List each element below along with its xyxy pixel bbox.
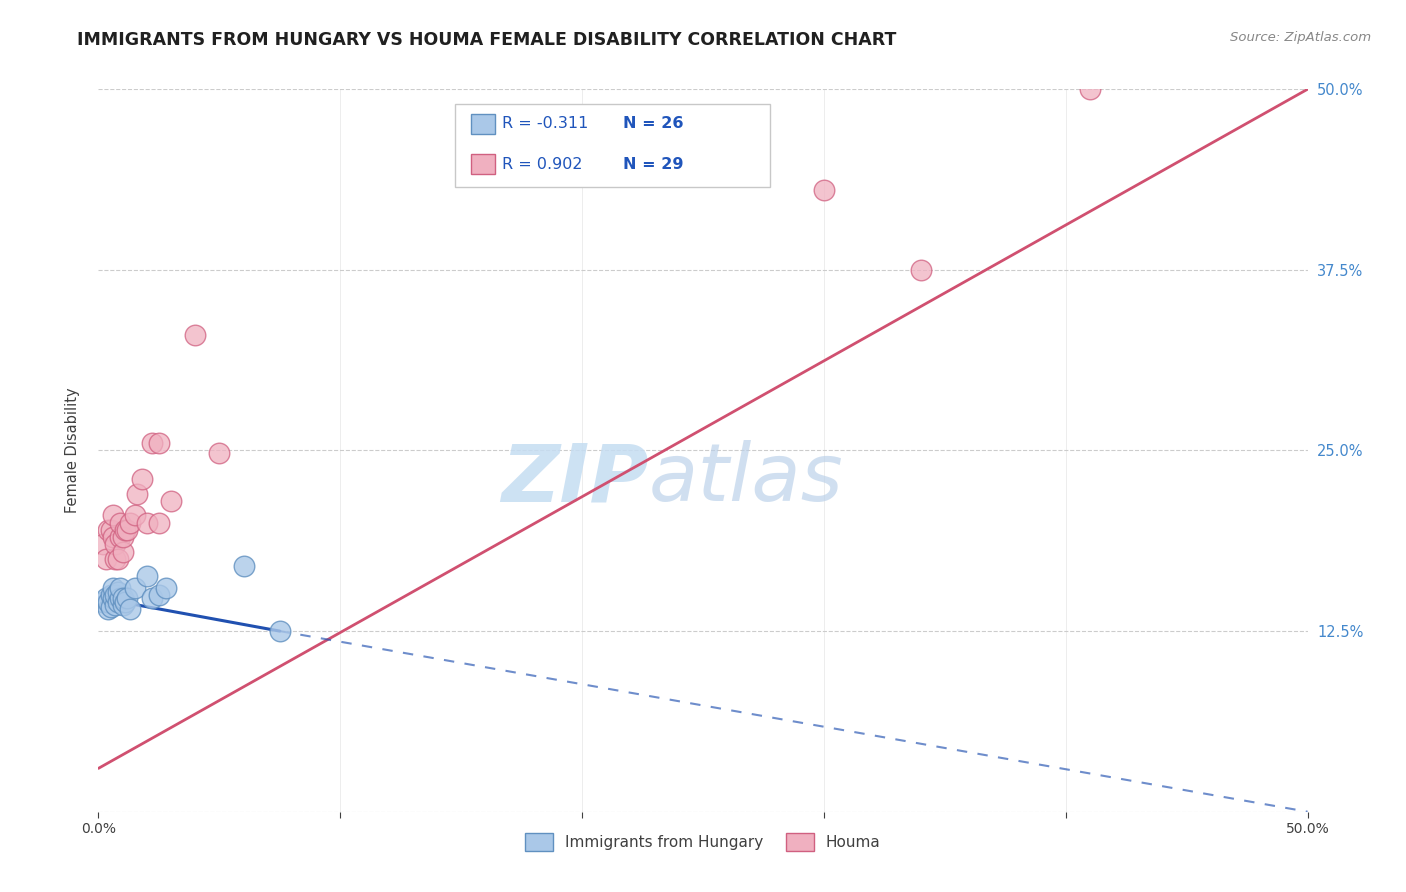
Point [184, 327, 207, 342]
Point [101, 530, 124, 544]
Point [108, 591, 131, 605]
Text: R = -0.311: R = -0.311 [502, 116, 589, 131]
Point [114, 595, 136, 609]
Point [813, 183, 835, 197]
Point [269, 624, 291, 639]
Point [107, 585, 129, 599]
Text: ZIP: ZIP [501, 441, 648, 518]
Point [148, 588, 170, 602]
Point [124, 581, 146, 595]
Point [124, 508, 146, 523]
Text: Source: ZipAtlas.com: Source: ZipAtlas.com [1230, 31, 1371, 45]
Legend: Immigrants from Hungary, Houma: Immigrants from Hungary, Houma [517, 825, 889, 858]
Point [135, 569, 157, 583]
Text: atlas: atlas [648, 441, 844, 518]
Y-axis label: Female Disability: Female Disability [65, 388, 80, 513]
Point [131, 472, 153, 486]
Point [101, 591, 124, 605]
Point [97, 595, 120, 609]
Point [910, 262, 932, 277]
Point [97, 602, 120, 616]
Point [135, 516, 157, 530]
Point [94, 591, 117, 605]
Point [117, 523, 139, 537]
Point [108, 581, 131, 595]
Point [111, 530, 134, 544]
Point [148, 436, 170, 450]
Point [232, 559, 254, 574]
Point [91, 595, 114, 609]
Point [117, 591, 139, 605]
Point [111, 544, 134, 558]
Point [97, 523, 120, 537]
Point [141, 591, 163, 605]
Point [100, 523, 122, 537]
Point [100, 599, 122, 614]
Point [108, 516, 131, 530]
Point [118, 602, 141, 616]
Point [94, 551, 117, 566]
Point [118, 516, 141, 530]
Point [104, 537, 127, 551]
Point [141, 436, 163, 450]
Point [100, 588, 122, 602]
Bar [471, 154, 495, 175]
Text: N = 29: N = 29 [623, 157, 683, 172]
Point [107, 595, 129, 609]
FancyBboxPatch shape [456, 103, 769, 186]
Point [108, 530, 131, 544]
Point [104, 588, 127, 602]
Point [101, 581, 124, 595]
Point [104, 551, 127, 566]
Point [107, 551, 129, 566]
Point [155, 581, 177, 595]
Point [160, 494, 183, 508]
Point [208, 446, 231, 460]
Point [111, 591, 134, 605]
Point [101, 508, 124, 523]
Point [111, 598, 134, 612]
Point [104, 598, 127, 612]
Point [1078, 82, 1101, 96]
Point [114, 523, 136, 537]
Point [127, 487, 149, 501]
Text: N = 26: N = 26 [623, 116, 683, 131]
Text: IMMIGRANTS FROM HUNGARY VS HOUMA FEMALE DISABILITY CORRELATION CHART: IMMIGRANTS FROM HUNGARY VS HOUMA FEMALE … [77, 31, 897, 49]
Point [91, 537, 114, 551]
Point [148, 516, 170, 530]
Text: R = 0.902: R = 0.902 [502, 157, 582, 172]
Bar [471, 114, 495, 134]
